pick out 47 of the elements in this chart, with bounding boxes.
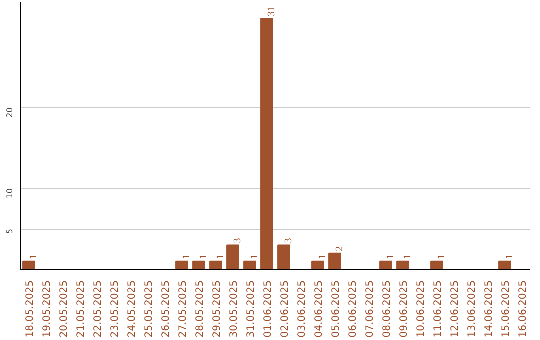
x-tick-label: 05.06.2025	[331, 280, 342, 338]
x-tick-label: 04.06.2025	[314, 280, 325, 338]
data-label: 1	[216, 254, 226, 260]
x-tick-label: 14.06.2025	[484, 280, 495, 338]
data-label: 1	[198, 254, 210, 260]
data-label: 1	[28, 254, 40, 260]
x-tick-label: 19.05.2025	[42, 280, 53, 338]
x-tick-label: 12.06.2025	[450, 280, 461, 338]
x-tick-label: 01.06.2025	[263, 280, 274, 338]
x-tick-label: 23.05.2025	[110, 280, 121, 338]
x-tick-label: 02.06.2025	[280, 280, 291, 338]
y-tick-label: 20	[6, 108, 14, 118]
data-label: 1	[182, 254, 192, 260]
x-tick-label: 28.05.2025	[195, 280, 206, 338]
data-label: 1	[318, 254, 328, 260]
x-tick-label: 26.05.2025	[161, 280, 172, 338]
data-label: 3	[284, 238, 294, 244]
data-label: 2	[334, 246, 346, 252]
x-tick-label: 11.06.2025	[433, 280, 444, 338]
data-label: 3	[232, 238, 244, 244]
x-tick-label: 30.05.2025	[229, 280, 240, 338]
x-tick-label: 29.05.2025	[212, 280, 223, 338]
y-tick-label: 5	[6, 229, 14, 234]
x-tick-label: 25.05.2025	[144, 280, 155, 338]
y-tick-label: 10	[6, 188, 14, 199]
x-tick-label: 15.06.2025	[501, 280, 512, 338]
x-tick-label: 10.06.2025	[416, 280, 427, 338]
x-tick-label: 06.06.2025	[348, 280, 359, 338]
x-tick-label: 22.05.2025	[93, 280, 104, 338]
data-label: 31	[266, 6, 278, 17]
data-label: 1	[436, 254, 448, 260]
x-tick-label: 20.05.2025	[59, 280, 70, 338]
x-tick-label: 16.06.2025	[518, 280, 529, 338]
x-tick-label: 03.06.2025	[297, 280, 308, 338]
x-tick-label: 13.06.2025	[467, 280, 478, 338]
x-tick-label: 07.06.2025	[365, 280, 376, 338]
data-label: 1	[386, 254, 396, 260]
data-label: 1	[250, 254, 260, 260]
x-tick-label: 18.05.2025	[25, 280, 36, 338]
x-tick-label: 27.05.2025	[178, 280, 189, 338]
data-label: 1	[402, 254, 414, 260]
x-tick-label: 09.06.2025	[399, 280, 410, 338]
x-tick-label: 21.05.2025	[76, 280, 87, 338]
data-label: 1	[504, 254, 516, 260]
x-tick-label: 24.05.2025	[127, 280, 138, 338]
x-tick-label: 31.05.2025	[246, 280, 257, 338]
x-tick-label: 08.06.2025	[382, 280, 393, 338]
